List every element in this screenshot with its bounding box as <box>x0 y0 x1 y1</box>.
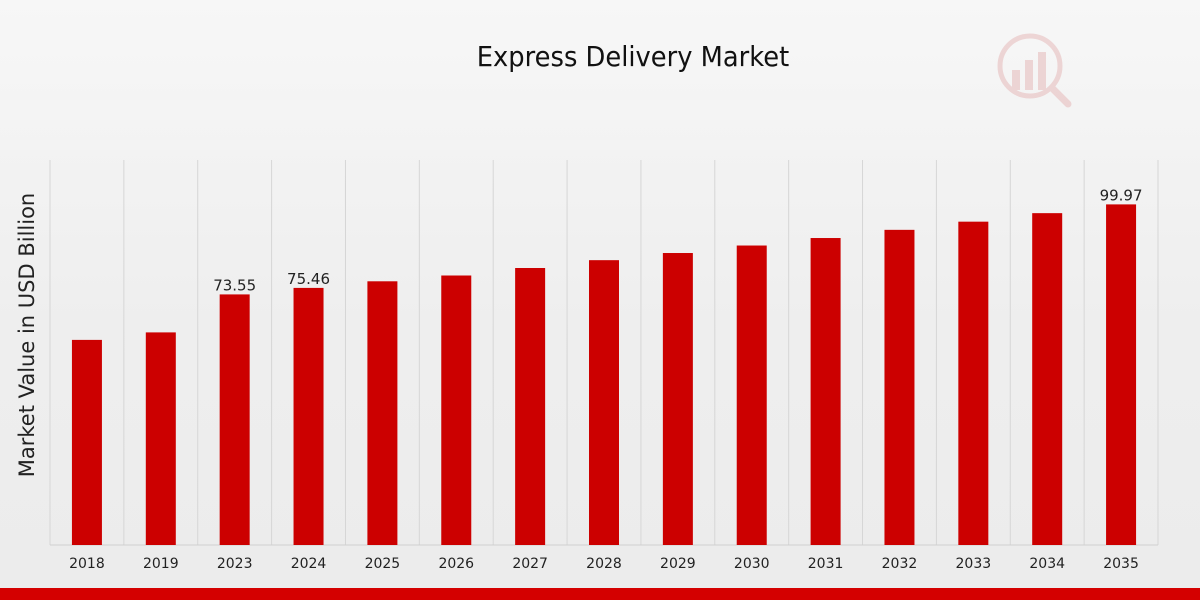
x-tick-label-2024: 2024 <box>291 556 327 572</box>
gridlines <box>49 160 1159 545</box>
x-tick-label-2030: 2030 <box>734 556 770 572</box>
bar-2024 <box>293 287 324 545</box>
data-label-2035: 99.97 <box>1100 186 1143 204</box>
bar-2026 <box>441 275 472 545</box>
data-labels: 73.55 75.46 99.97 <box>213 186 1142 294</box>
data-label-2023: 73.55 <box>213 276 256 294</box>
bar-2032 <box>884 229 915 545</box>
watermark-logo-icon <box>997 33 1072 108</box>
x-tick-label-2029: 2029 <box>660 556 696 572</box>
bar-2018 <box>71 339 102 545</box>
bar-2034 <box>1032 213 1063 545</box>
x-tick-label-2019: 2019 <box>143 556 179 572</box>
bar-2029 <box>662 253 693 545</box>
x-tick-label-2025: 2025 <box>365 556 401 572</box>
x-tick-label-2027: 2027 <box>512 556 548 572</box>
bar-2025 <box>367 281 398 545</box>
x-tick-labels: 2018 2019 2023 2024 2025 2026 2027 2028 2029 2030… <box>69 556 1139 572</box>
x-tick-label-2018: 2018 <box>69 556 105 572</box>
x-tick-label-2026: 2026 <box>438 556 474 572</box>
x-tick-label-2033: 2033 <box>956 556 992 572</box>
x-tick-label-2034: 2034 <box>1029 556 1065 572</box>
chart-title: Express Delivery Market <box>476 40 790 73</box>
data-label-2024: 75.46 <box>287 270 330 288</box>
x-tick-label-2031: 2031 <box>808 556 844 572</box>
bar-2031 <box>810 238 841 545</box>
bar-2027 <box>515 268 546 545</box>
x-tick-label-2023: 2023 <box>217 556 253 572</box>
bar-2028 <box>589 260 619 545</box>
bar-2030 <box>736 245 767 545</box>
x-tick-label-2028: 2028 <box>586 556 622 572</box>
bar-2033 <box>958 221 989 545</box>
x-tick-label-2032: 2032 <box>882 556 918 572</box>
bar-2019 <box>145 332 176 545</box>
x-tick-label-2035: 2035 <box>1103 556 1139 572</box>
bottom-accent-bar <box>0 588 1200 600</box>
bars <box>71 204 1137 546</box>
bar-2035 <box>1106 204 1137 546</box>
bar-2023 <box>219 294 250 545</box>
